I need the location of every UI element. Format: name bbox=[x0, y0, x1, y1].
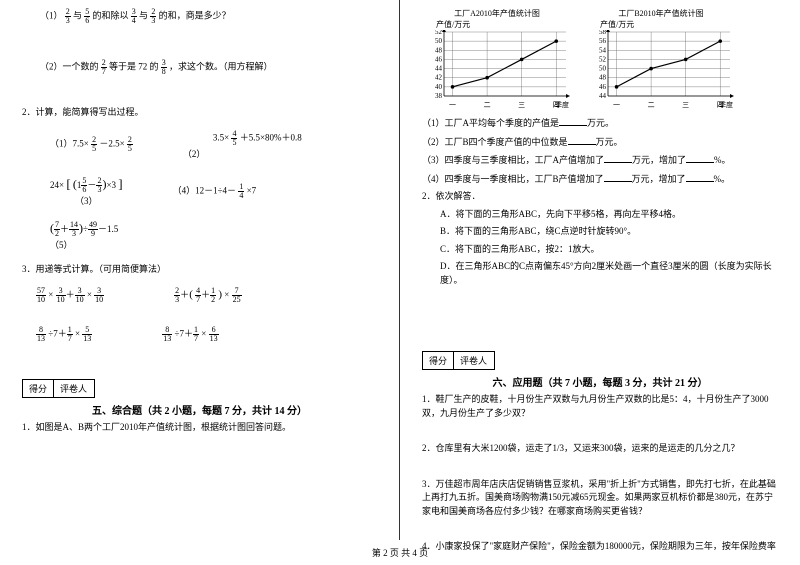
chart-a-svg: 5250484644424038一二三四季度 bbox=[422, 30, 572, 110]
svg-text:三: 三 bbox=[682, 101, 689, 109]
r4: （4）四季度与一季度相比，工厂B产值增加了万元，增加了%。 bbox=[422, 172, 778, 187]
svg-text:56: 56 bbox=[599, 37, 607, 45]
frac-2-3b: 23 bbox=[150, 8, 156, 25]
expr-3-2: 23＋( 47＋12 ) × 725 bbox=[174, 287, 241, 304]
frac-2-3: 23 bbox=[65, 8, 71, 25]
q6-1: 1．鞋厂生产的皮鞋，十月份生产双数与九月份生产双数的比是5：4，十月份生产了30… bbox=[422, 393, 778, 420]
svg-text:一: 一 bbox=[449, 101, 456, 109]
expr-3-1: 5710 × 310＋310 × 310 bbox=[36, 287, 104, 304]
svg-text:季度: 季度 bbox=[555, 100, 569, 109]
svg-text:48: 48 bbox=[435, 46, 443, 54]
expr-3-4: 813 ÷7＋17 × 613 bbox=[162, 326, 218, 343]
svg-text:52: 52 bbox=[435, 30, 443, 36]
expr-3-3: 813 ÷7＋17 × 513 bbox=[36, 326, 92, 343]
charts: 工厂A2010年产值统计图 产值/万元 5250484644424038一二三四… bbox=[422, 8, 778, 110]
right-column: 工厂A2010年产值统计图 产值/万元 5250484644424038一二三四… bbox=[400, 0, 800, 540]
expr-2-1: （1）7.5× 25 －2.5× 25 bbox=[50, 136, 133, 153]
frac-2-7: 27 bbox=[101, 59, 107, 76]
r5c: C．将下面的三角形ABC，按2：1放大。 bbox=[440, 243, 778, 257]
svg-text:54: 54 bbox=[599, 46, 607, 54]
chart-b: 工厂B2010年产值统计图 产值/万元 5856545250484644一二三四… bbox=[586, 8, 736, 110]
score-box-5: 得分 评卷人 bbox=[22, 379, 95, 398]
section-6-title: 六、应用题（共 7 小题，每题 3 分，共计 21 分） bbox=[422, 374, 778, 389]
q5-1: 1．如图是A、B两个工厂2010年产值统计图，根据统计图回答问题。 bbox=[22, 421, 377, 435]
chart-b-svg: 5856545250484644一二三四季度 bbox=[586, 30, 736, 110]
svg-text:46: 46 bbox=[435, 55, 443, 63]
svg-text:38: 38 bbox=[435, 92, 443, 100]
svg-text:42: 42 bbox=[435, 74, 443, 82]
svg-text:50: 50 bbox=[435, 37, 443, 45]
q1-1-label: （1） bbox=[40, 11, 63, 21]
svg-text:40: 40 bbox=[435, 83, 443, 91]
r3: （3）四季度与三季度相比，工厂A产值增加了万元，增加了%。 bbox=[422, 153, 778, 168]
r5d: D．在三角形ABC的C点南偏东45°方向2厘米处画一个直径3厘米的圆（长度为实际… bbox=[440, 260, 778, 287]
svg-text:三: 三 bbox=[518, 101, 525, 109]
q2-row2: 24× [ (156－23)×3 ] （3） （4）12－1÷4－ 14 ×7 bbox=[50, 176, 377, 207]
expr-2-2: 3.5× 45 ＋5.5×80%＋0.8 （2） bbox=[183, 130, 302, 160]
left-column: （1） 23 与 56 的和除以 34 与 23 的和，商是多少？ （2）一个数… bbox=[0, 0, 400, 540]
r2: （2）工厂B四个季度产值的中位数是万元。 bbox=[422, 135, 778, 150]
frac-5-6: 56 bbox=[84, 8, 90, 25]
svg-text:一: 一 bbox=[613, 101, 620, 109]
r1: （1）工厂A平均每个季度的产值是万元。 bbox=[422, 116, 778, 131]
svg-text:48: 48 bbox=[599, 74, 607, 82]
q1-2: （2）一个数的 27 等于是 72 的 38 ，求这个数。（用方程解） bbox=[40, 59, 377, 76]
frac-3-8: 38 bbox=[161, 59, 167, 76]
r5: 2．依次解答． bbox=[422, 190, 778, 204]
chart-a: 工厂A2010年产值统计图 产值/万元 5250484644424038一二三四… bbox=[422, 8, 572, 110]
expr-2-4: （4）12－1÷4－ 14 ×7 bbox=[173, 183, 257, 200]
svg-text:58: 58 bbox=[599, 30, 607, 36]
svg-text:44: 44 bbox=[435, 65, 443, 73]
q3-row2: 813 ÷7＋17 × 513 813 ÷7＋17 × 613 bbox=[36, 326, 377, 343]
svg-text:46: 46 bbox=[599, 83, 607, 91]
expr-2-3: 24× [ (156－23)×3 ] （3） bbox=[50, 176, 123, 207]
q6-3: 3．万佳超市周年店庆店促销销售豆浆机，采用"折上折"方式销售，即先打七折，在此基… bbox=[422, 478, 778, 519]
svg-text:季度: 季度 bbox=[719, 100, 733, 109]
svg-text:44: 44 bbox=[599, 92, 607, 100]
q3-row1: 5710 × 310＋310 × 310 23＋( 47＋12 ) × 725 bbox=[36, 287, 377, 304]
q2: 2．计算，能简算得写出过程。 bbox=[22, 106, 377, 120]
frac-3-4: 34 bbox=[131, 8, 137, 25]
q6-2: 2．仓库里有大米1200袋，运走了1/3，又运来300袋，运来的是运走的几分之几… bbox=[422, 442, 778, 456]
svg-text:50: 50 bbox=[599, 65, 607, 73]
q3: 3．用递等式计算。（可用简便算法） bbox=[22, 263, 377, 277]
q1-1: （1） 23 与 56 的和除以 34 与 23 的和，商是多少？ bbox=[40, 8, 377, 25]
svg-text:二: 二 bbox=[484, 101, 491, 109]
q2-row3: (72＋143)÷499－1.5 （5） bbox=[50, 221, 377, 251]
r5b: B．将下面的三角形ABC，绕C点逆时针旋转90°。 bbox=[440, 225, 778, 239]
page-footer: 第 2 页 共 4 页 bbox=[0, 546, 800, 559]
score-box-6: 得分 评卷人 bbox=[422, 351, 495, 370]
svg-text:52: 52 bbox=[599, 55, 607, 63]
svg-text:二: 二 bbox=[648, 101, 655, 109]
r5a: A．将下面的三角形ABC，先向下平移5格，再向左平移4格。 bbox=[440, 208, 778, 222]
section-5-title: 五、综合题（共 2 小题，每题 7 分，共计 14 分） bbox=[22, 402, 377, 417]
expr-2-5: (72＋143)÷499－1.5 （5） bbox=[50, 221, 118, 251]
q2-row1: （1）7.5× 25 －2.5× 25 3.5× 45 ＋5.5×80%＋0.8… bbox=[50, 130, 377, 160]
